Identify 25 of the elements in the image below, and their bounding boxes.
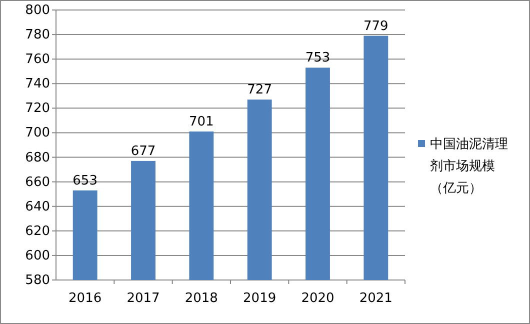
data-label: 779	[364, 18, 388, 34]
data-label: 701	[189, 114, 214, 130]
x-tick-label: 2021	[359, 291, 392, 306]
y-tick-label: 780	[25, 28, 50, 43]
x-tick-label: 2016	[68, 291, 102, 306]
y-tick-label: 580	[25, 273, 50, 288]
data-label: 677	[130, 144, 156, 159]
y-tick-label: 660	[25, 174, 50, 190]
y-tick-label: 720	[25, 101, 50, 116]
x-tick-label: 2018	[184, 291, 218, 306]
data-label: 653	[72, 173, 98, 188]
y-tick-label: 680	[25, 150, 50, 166]
x-tick-label: 2019	[243, 291, 276, 306]
x-tick-label: 2017	[126, 291, 160, 306]
y-tick-label: 760	[25, 52, 50, 68]
x-tick-label: 2020	[301, 291, 334, 306]
y-tick-label: 740	[25, 76, 50, 92]
y-tick-label: 620	[25, 224, 50, 239]
y-tick-label: 600	[25, 248, 50, 264]
legend-label: 中国油泥清理剂市场规模（亿元）	[430, 137, 508, 196]
data-label: 727	[247, 82, 272, 98]
y-tick-label: 700	[25, 126, 50, 141]
y-tick-label: 800	[25, 3, 50, 18]
data-label: 753	[305, 50, 330, 66]
y-tick-label: 640	[25, 199, 50, 214]
